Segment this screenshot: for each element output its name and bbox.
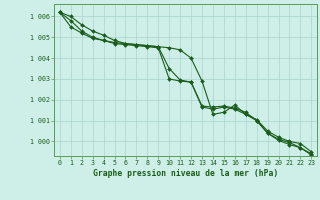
X-axis label: Graphe pression niveau de la mer (hPa): Graphe pression niveau de la mer (hPa) <box>93 169 278 178</box>
